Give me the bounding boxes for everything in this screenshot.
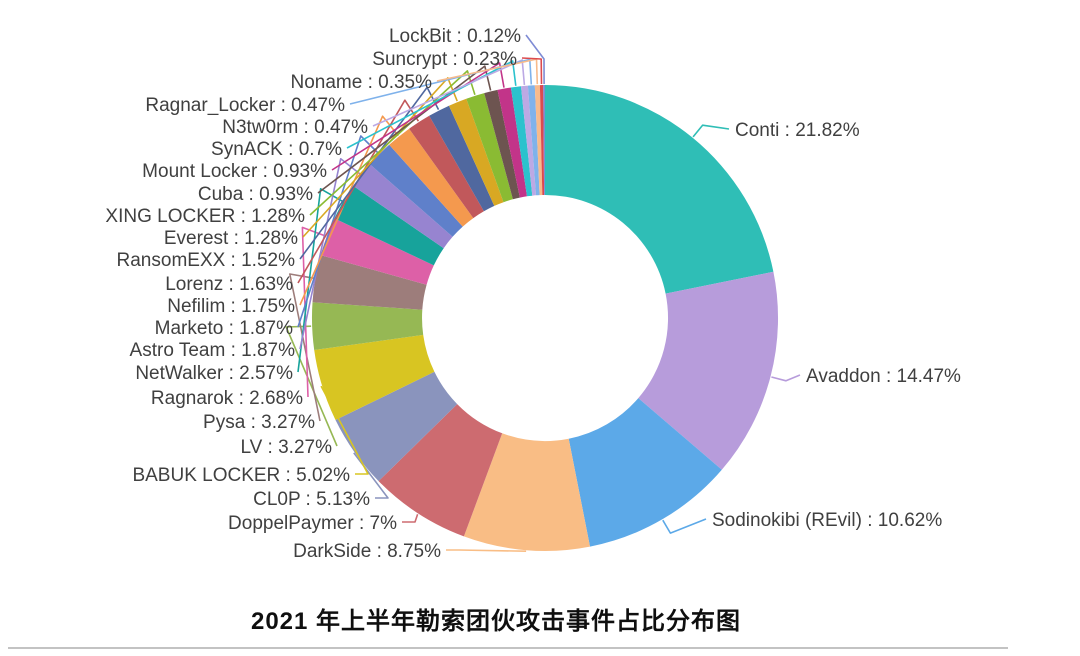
label-netwalker: NetWalker : 2.57% xyxy=(135,363,293,384)
label-suncrypt: Suncrypt : 0.23% xyxy=(372,49,517,70)
donut-segment-noname xyxy=(534,85,543,196)
leader-line-lockbit xyxy=(525,34,545,85)
donut-segment-ragnar-locker xyxy=(527,85,540,196)
donut-segment-darkside xyxy=(463,433,590,551)
label-cuba: Cuba : 0.93% xyxy=(198,184,313,205)
label-synack: SynACK : 0.7% xyxy=(211,139,342,160)
label-doppelpaymer: DoppelPaymer : 7% xyxy=(228,513,397,534)
donut-segment-avaddon xyxy=(638,271,779,470)
donut-segment-netwalker xyxy=(334,185,444,266)
donut-segment-conti xyxy=(545,85,774,294)
donut-segment-n3tw0rm xyxy=(521,85,536,196)
label-marketo: Marketo : 1.87% xyxy=(155,318,293,339)
donut-segment-ransomexx xyxy=(429,105,495,212)
leader-line-doppelpaymer xyxy=(402,514,419,523)
label-ransomexx: RansomEXX : 1.52% xyxy=(117,250,296,271)
leader-line-suncrypt xyxy=(521,57,543,85)
label-lorenz: Lorenz : 1.63% xyxy=(165,274,293,295)
donut-segment-xing-locker xyxy=(466,93,513,203)
donut-segment-pysa xyxy=(312,255,427,310)
label-n3tw0rm: N3tw0rm : 0.47% xyxy=(222,117,368,138)
leader-line-astro-team xyxy=(299,158,361,350)
donut-segment-lockbit xyxy=(543,84,545,195)
leader-line-cuba xyxy=(317,65,492,194)
donut-segment-nefilim xyxy=(389,128,474,227)
leader-line-lv xyxy=(285,325,338,447)
chart-title: 2021 年上半年勒索团伙攻击事件占比分布图 xyxy=(250,608,742,635)
label-cl0p: CL0P : 5.13% xyxy=(253,489,370,510)
donut-segment-lv xyxy=(311,302,424,350)
donut-segment-doppelpaymer xyxy=(378,404,503,537)
label-sodinokibi-revil: Sodinokibi (REvil) : 10.62% xyxy=(712,510,942,531)
leader-line-ragnarok xyxy=(301,226,327,398)
label-pysa: Pysa : 3.27% xyxy=(203,412,315,433)
leader-line-netwalker xyxy=(297,188,343,373)
donut-segment-ragnarok xyxy=(320,218,434,285)
donut-segment-babuk-locker xyxy=(314,334,435,420)
label-nefilim: Nefilim : 1.75% xyxy=(167,296,295,317)
label-astro-team: Astro Team : 1.87% xyxy=(130,340,296,361)
leader-line-nefilim xyxy=(299,115,399,306)
label-everest: Everest : 1.28% xyxy=(164,228,298,249)
label-conti: Conti : 21.82% xyxy=(735,120,860,141)
label-ragnar-locker: Ragnar_Locker : 0.47% xyxy=(145,95,345,116)
donut-segment-synack xyxy=(510,86,533,197)
leader-line-avaddon xyxy=(771,374,801,382)
label-mount-locker: Mount Locker : 0.93% xyxy=(142,161,327,182)
leader-line-babuk-locker xyxy=(320,385,369,475)
label-lv: LV : 3.27% xyxy=(240,437,332,458)
leader-line-mount-locker xyxy=(331,62,505,171)
leader-line-darkside xyxy=(446,549,527,552)
label-xing-locker: XING LOCKER : 1.28% xyxy=(105,206,305,227)
donut-segment-suncrypt xyxy=(539,85,545,195)
donut-segment-marketo xyxy=(369,144,463,237)
label-darkside: DarkSide : 8.75% xyxy=(293,541,441,562)
donut-segment-everest xyxy=(449,98,504,206)
leader-line-conti xyxy=(692,124,730,138)
label-lockbit: LockBit : 0.12% xyxy=(389,26,521,47)
donut-segment-cuba xyxy=(484,89,520,200)
donut-segment-astro-team xyxy=(353,164,453,249)
label-noname: Noname : 0.35% xyxy=(290,72,432,93)
donut-segment-sodinokibi-revil xyxy=(568,398,722,547)
label-ragnarok: Ragnarok : 2.68% xyxy=(151,388,303,409)
leader-line-ragnar-locker xyxy=(349,58,533,105)
leader-line-n3tw0rm xyxy=(372,59,526,127)
donut-segment-mount-locker xyxy=(497,87,527,198)
bottom-divider xyxy=(8,647,1008,649)
label-avaddon: Avaddon : 14.47% xyxy=(806,366,961,387)
label-babuk-locker: BABUK LOCKER : 5.02% xyxy=(132,465,350,486)
leader-line-xing-locker xyxy=(309,70,476,216)
donut-segment-lorenz xyxy=(409,115,484,219)
leader-line-pysa xyxy=(288,273,321,422)
donut-segment-cl0p xyxy=(335,371,458,482)
leader-line-sodinokibi-revil xyxy=(662,518,707,534)
leader-line-synack xyxy=(346,60,517,149)
